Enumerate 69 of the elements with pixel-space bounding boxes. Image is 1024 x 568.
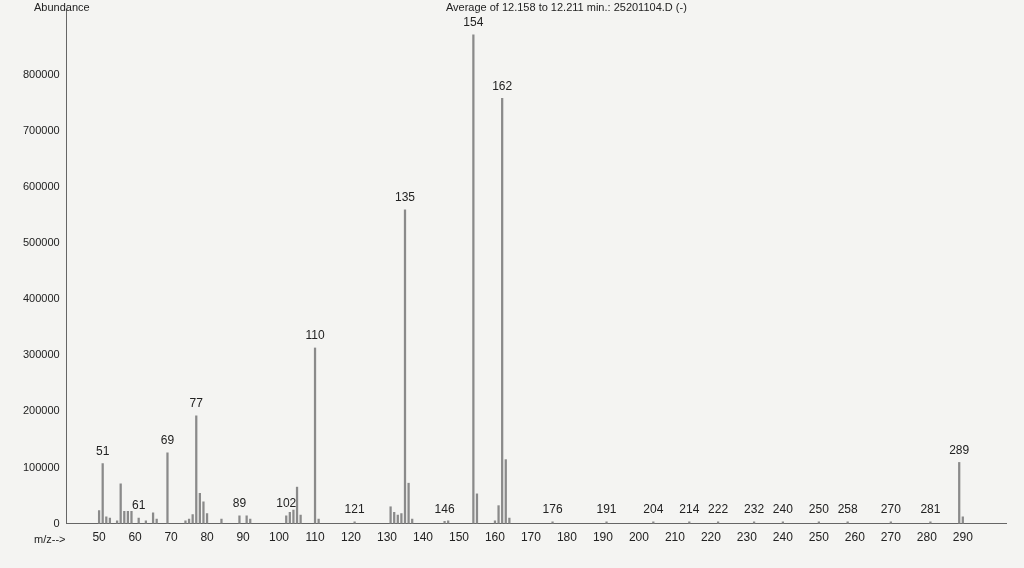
x-tick-label: 240	[772, 530, 794, 545]
x-tick-label: 200	[628, 530, 650, 545]
y-tick-label: 500000	[22, 236, 60, 249]
bar	[443, 521, 446, 524]
x-tick-label: 130	[376, 530, 398, 545]
x-tick-label: 170	[520, 530, 542, 545]
y-tick-label: 300000	[22, 348, 60, 361]
x-tick-label: 150	[448, 530, 470, 545]
x-tick-label: 90	[236, 530, 251, 545]
annotation: 250	[808, 502, 830, 517]
x-tick-label: 230	[736, 530, 758, 545]
bar	[220, 518, 223, 524]
x-tick-label: 70	[164, 530, 179, 545]
x-tick-label: 140	[412, 530, 434, 545]
annotation: 214	[679, 502, 700, 517]
x-tick-label: 180	[556, 530, 578, 545]
annotation: 77	[189, 396, 204, 411]
bar	[238, 515, 241, 524]
x-tick-label: 210	[664, 530, 686, 545]
y-tick-label: 100000	[22, 460, 60, 473]
bar	[389, 506, 392, 524]
y-tick-label: 700000	[22, 123, 60, 136]
x-tick-label: 160	[484, 530, 506, 545]
x-tick-label: 220	[700, 530, 722, 545]
annotation: 146	[434, 501, 455, 516]
x-axis-title: m/z-->	[34, 532, 66, 545]
x-tick-label: 110	[305, 530, 325, 545]
annotation: 204	[643, 502, 664, 517]
x-tick-label: 120	[341, 530, 362, 545]
annotation: 240	[772, 502, 794, 517]
x-tick-label: 250	[808, 530, 830, 545]
annotation: 270	[880, 502, 902, 517]
annotation: 135	[394, 190, 416, 205]
annotation: 51	[96, 443, 110, 458]
annotation: 61	[132, 498, 146, 513]
x-tick-label: 190	[592, 530, 614, 545]
x-tick-label: 100	[269, 530, 290, 545]
annotation: 222	[708, 502, 729, 517]
annotation: 289	[949, 442, 970, 457]
bar	[472, 34, 475, 524]
annotation: 162	[492, 78, 513, 93]
x-tick-label: 50	[92, 530, 107, 545]
annotation: 191	[596, 502, 617, 517]
y-tick-label: 0	[53, 516, 60, 529]
y-axis-title: Abundance	[34, 0, 90, 13]
annotation: 69	[160, 433, 175, 448]
y-tick-label: 600000	[22, 179, 60, 192]
annotation: 110	[305, 328, 325, 343]
annotation: 89	[232, 496, 247, 511]
annotation: 281	[920, 502, 941, 517]
x-tick-label: 60	[128, 530, 143, 545]
x-tick-label: 280	[916, 530, 938, 545]
x-tick-label: 260	[844, 530, 866, 545]
annotation: 102	[276, 496, 297, 511]
bar	[184, 520, 187, 524]
chart-title: Average of 12.158 to 12.211 min.: 25201104.D (-)	[445, 0, 687, 13]
y-tick-label: 800000	[22, 67, 60, 80]
annotation: 176	[542, 502, 563, 517]
annotation: 154	[463, 15, 484, 30]
bar	[166, 452, 169, 524]
x-tick-label: 290	[952, 530, 974, 545]
y-tick-label: 200000	[22, 404, 60, 417]
annotation: 232	[744, 502, 765, 517]
y-tick-label: 400000	[22, 292, 60, 305]
x-tick-label: 270	[880, 530, 902, 545]
bar	[130, 510, 133, 524]
x-tick-label: 80	[200, 530, 215, 545]
annotation: 258	[837, 502, 858, 517]
annotation: 121	[344, 502, 365, 517]
